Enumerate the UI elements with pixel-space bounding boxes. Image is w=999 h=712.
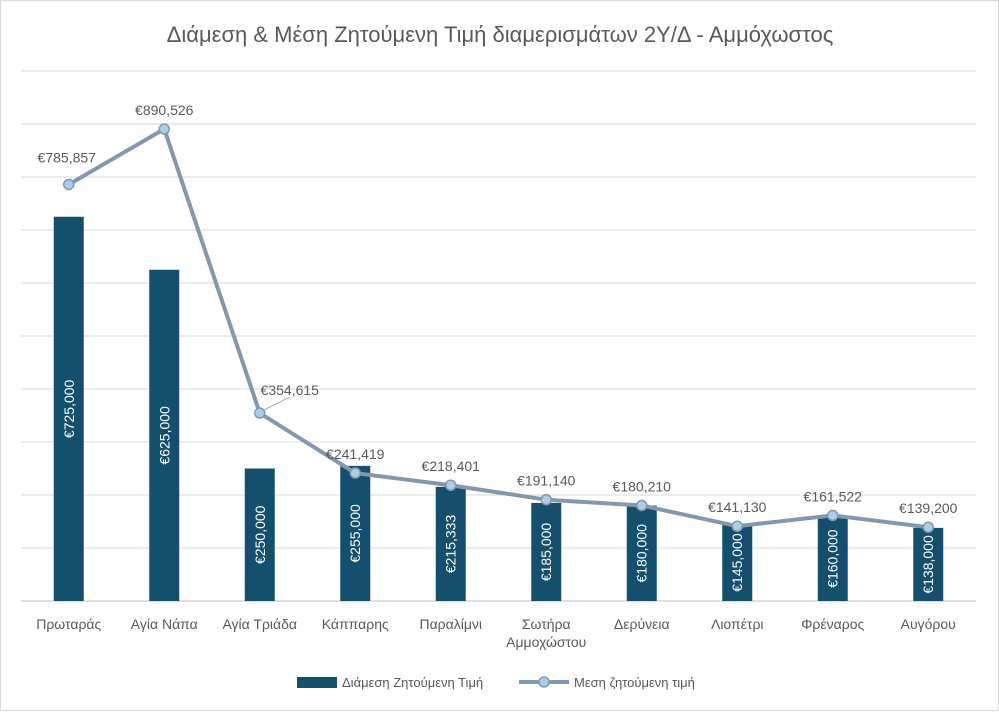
- category-label: Φρέναρος: [801, 616, 864, 632]
- line-data-label: €785,857: [38, 149, 97, 165]
- legend: Διάμεση Ζητούμενη Τιμή Μεση ζητούμενη τιμ…: [297, 675, 695, 690]
- series-line: [67, 127, 929, 530]
- category-label: Αγία Νάπα: [131, 616, 198, 632]
- line-data-label: €218,401: [422, 458, 481, 474]
- category-label: Λιοπέτρι: [711, 616, 764, 632]
- gridlines: [21, 70, 976, 602]
- bar-data-label: €250,000: [252, 505, 268, 564]
- bar-data-label: €160,000: [825, 529, 841, 588]
- bar-data-label: €725,000: [61, 379, 77, 438]
- line-data-label: €890,526: [135, 102, 194, 118]
- category-label: Αγία Τριάδα: [222, 616, 297, 632]
- bar: [626, 505, 657, 601]
- line-data-label: €161,522: [804, 488, 863, 504]
- bar: [531, 502, 562, 601]
- line-point: [731, 520, 743, 532]
- bar: [435, 486, 466, 601]
- chart-title: Διάμεση & Μέση Ζητούμενη Τιμή διαμερισμά…: [167, 22, 834, 47]
- line-point: [827, 509, 839, 522]
- legend-marker: [538, 676, 550, 688]
- bar: [53, 216, 84, 601]
- bar: [340, 465, 371, 601]
- line-data-label: €354,615: [261, 382, 320, 398]
- category-axis: Πρωταράς Αγία Νάπα Αγία Τριάδα Κάππαρης Παρα…: [36, 616, 956, 650]
- category-label: Σωτήρα: [522, 616, 571, 632]
- bar-data-label: €180,000: [634, 524, 650, 583]
- line-point: [254, 407, 266, 419]
- category-label: Κάππαρης: [322, 616, 389, 632]
- leader-line: [261, 396, 290, 412]
- line-point: [540, 493, 552, 506]
- line-point: [63, 178, 75, 191]
- line-data-label: €141,130: [708, 499, 767, 515]
- bar-data-label: €625,000: [156, 406, 172, 465]
- bar-data-label: €255,000: [347, 504, 363, 563]
- line-point: [636, 499, 648, 512]
- line-series: €785,857 €890,526 €354,615 €241,419 €218,401…: [38, 102, 958, 533]
- bar-data-label: €215,333: [443, 515, 459, 574]
- category-label: Παραλίμνι: [419, 616, 482, 632]
- category-label: Αμμοχώστου: [506, 634, 586, 650]
- line-point: [158, 123, 170, 135]
- line-data-label: €139,200: [899, 500, 958, 516]
- legend-label: Μεση ζητούμενη τιμή: [574, 675, 695, 690]
- bar: [149, 269, 180, 601]
- bar: [244, 468, 275, 601]
- bar-data-label: €185,000: [538, 523, 554, 582]
- legend-swatch-bar: [297, 677, 337, 688]
- category-label: Δερύνεια: [614, 616, 670, 632]
- line-point: [445, 479, 457, 491]
- line-data-label: €180,210: [613, 478, 672, 494]
- line-point: [349, 467, 361, 479]
- bar: [913, 527, 944, 601]
- bar-series: €725,000 €625,000 €250,000 €255,000 €215,333…: [53, 216, 944, 601]
- line-point: [922, 521, 934, 533]
- line-data-label: €241,419: [326, 446, 385, 462]
- line-data-label: €191,140: [517, 473, 576, 489]
- bar: [817, 516, 848, 601]
- legend-label: Διάμεση Ζητούμενη Τιμή: [342, 675, 483, 690]
- category-label: Αυγόρου: [901, 616, 956, 632]
- bar-data-label: €138,000: [920, 535, 936, 594]
- bar: [722, 524, 753, 601]
- bar-data-label: €145,000: [729, 533, 745, 592]
- category-label: Πρωταράς: [36, 616, 101, 632]
